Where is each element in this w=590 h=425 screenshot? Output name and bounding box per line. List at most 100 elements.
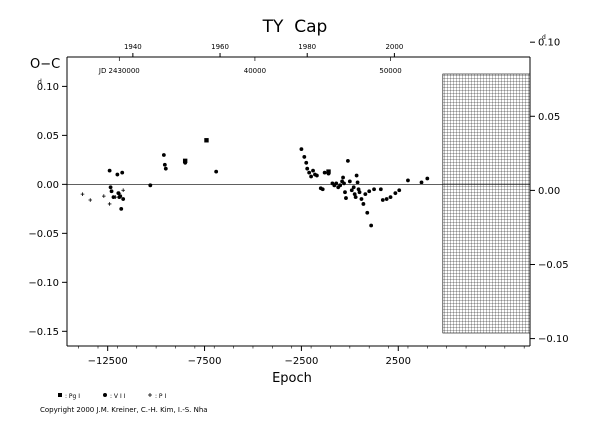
data-point-square	[182, 158, 188, 164]
data-point-circle	[162, 162, 167, 167]
year-tick-label: 1940	[124, 43, 142, 51]
right-y-tick-label: −0.10	[538, 334, 569, 345]
data-point-plus	[107, 202, 112, 206]
y-tick-label: −0.15	[28, 327, 59, 338]
data-point-circle	[305, 166, 310, 171]
data-point-circle	[372, 187, 376, 192]
x-axis-label: Epoch	[272, 371, 312, 386]
data-point-circle	[393, 191, 398, 196]
data-point-circle	[315, 173, 319, 178]
data-point-circle	[345, 158, 350, 163]
data-point-circle	[419, 180, 424, 185]
data-point-circle	[357, 190, 362, 195]
data-point-circle	[115, 172, 120, 177]
data-point-circle	[118, 194, 123, 199]
data-point-square	[326, 169, 331, 174]
data-point-circle	[304, 160, 309, 165]
copyright-note: Copyright 2000 J.M. Kreiner, C.-H. Kim, …	[40, 406, 208, 414]
data-point-circle	[352, 192, 357, 197]
data-point-circle	[425, 176, 430, 181]
data-point-circle	[388, 195, 393, 199]
data-point-circle	[406, 178, 410, 183]
legend-marker-square	[58, 393, 62, 397]
data-point-circle	[342, 181, 346, 186]
data-point-circle	[299, 147, 304, 151]
data-point-circle	[116, 191, 121, 196]
data-point-circle	[355, 180, 360, 185]
data-point-circle	[214, 169, 219, 174]
right-y-tick-label: 0.00	[538, 186, 560, 197]
right-y-tick-label: −0.05	[538, 260, 569, 271]
data-point-circle	[356, 187, 361, 192]
data-point-plus	[88, 198, 93, 202]
x-tick-label: −7500	[188, 356, 222, 367]
data-point-circle	[121, 197, 126, 201]
right-y-unit-superscript: d	[542, 34, 546, 41]
data-point-circle	[120, 170, 125, 175]
data-point-circle	[338, 183, 343, 188]
data-point-circle	[322, 170, 327, 175]
data-point-plus	[80, 192, 85, 196]
data-point-circle	[363, 192, 368, 197]
data-point-circle	[367, 189, 372, 194]
data-point-circle	[111, 195, 116, 199]
y-tick-label: 0.10	[37, 82, 59, 93]
data-point-plus	[102, 194, 106, 198]
data-point-circle	[384, 197, 389, 201]
y-unit-superscript: d	[38, 78, 42, 85]
data-point-circle	[343, 190, 347, 195]
x-tick-label: 2500	[386, 356, 411, 367]
y-axis-label: O−C	[30, 57, 60, 72]
legend-label: : Pg I	[65, 393, 80, 400]
data-point-circle	[361, 202, 366, 206]
data-point-circle	[344, 196, 348, 200]
right-y-tick-label: 0.10	[538, 38, 560, 49]
jd-label: 50000	[379, 67, 401, 75]
legend-label: : V I I	[110, 393, 126, 400]
year-tick-label: 1960	[211, 43, 229, 51]
hatched-region	[442, 73, 531, 334]
data-point-circle	[108, 185, 113, 190]
data-point-circle	[148, 183, 153, 188]
data-point-circle	[369, 223, 374, 228]
data-point-circle	[311, 168, 315, 173]
jd-label: 40000	[244, 67, 266, 75]
data-point-circle	[341, 175, 345, 180]
data-point-circle	[397, 188, 402, 193]
data-point-circle	[119, 206, 124, 211]
data-point-circle	[359, 197, 364, 201]
x-tick-label: −2500	[284, 356, 318, 367]
data-point-circle	[347, 179, 352, 184]
data-point-plus	[121, 188, 125, 193]
year-tick-label: 2000	[385, 43, 403, 51]
chart-title: TY Cap	[262, 17, 328, 37]
jd-label: JD 2430000	[98, 67, 140, 75]
data-point-circle	[365, 210, 370, 215]
data-point-circle	[163, 166, 168, 171]
data-point-circle	[109, 189, 114, 194]
legend-marker-circle	[103, 393, 107, 397]
y-tick-label: 0.00	[37, 180, 59, 191]
data-point-circle	[320, 187, 325, 192]
legend-label: : P I	[155, 393, 166, 400]
data-point-circle	[302, 155, 307, 159]
data-point-square	[204, 138, 209, 143]
legend-marker-plus	[148, 393, 152, 397]
data-point-circle	[334, 181, 339, 186]
data-point-circle	[380, 198, 385, 202]
data-point-circle	[351, 185, 356, 190]
y-tick-label: −0.05	[28, 229, 59, 240]
x-tick-label: −12500	[88, 356, 128, 367]
data-point-circle	[309, 174, 313, 179]
data-point-circle	[349, 188, 354, 193]
data-point-circle	[161, 153, 166, 157]
data-point-circle	[307, 170, 312, 175]
year-tick-label: 1980	[298, 43, 316, 51]
y-tick-label: −0.10	[28, 278, 59, 289]
data-point-circle	[378, 187, 383, 192]
right-y-tick-label: 0.05	[538, 112, 560, 123]
y-tick-label: 0.05	[37, 131, 59, 142]
data-point-circle	[354, 173, 359, 178]
